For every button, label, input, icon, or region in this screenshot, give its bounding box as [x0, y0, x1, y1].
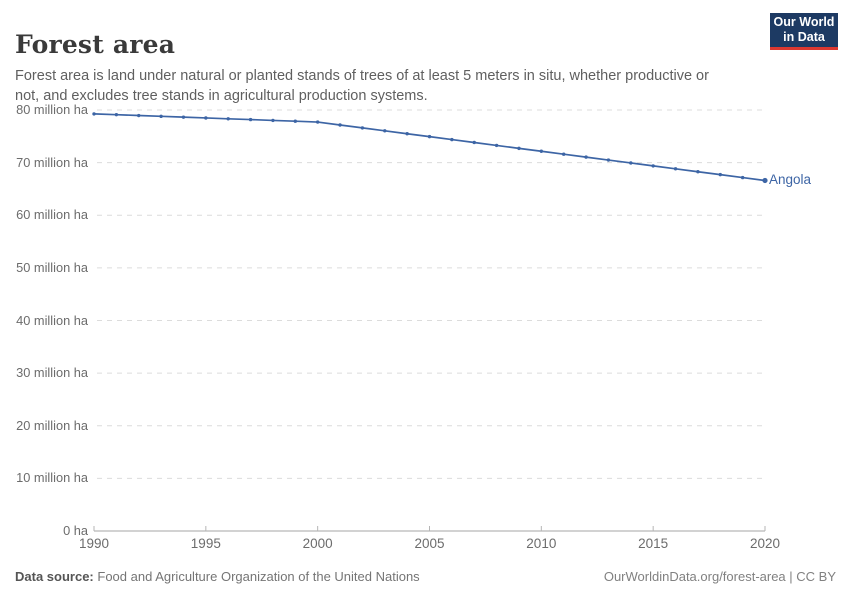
logo-line-2: in Data	[783, 30, 825, 44]
data-source-text: Food and Agriculture Organization of the…	[97, 569, 420, 584]
data-point	[92, 112, 96, 116]
data-source-label: Data source:	[15, 569, 94, 584]
data-point	[293, 119, 297, 123]
y-tick-label: 10 million ha	[16, 470, 88, 486]
y-tick-label: 50 million ha	[16, 259, 88, 275]
y-tick-label: 80 million ha	[16, 102, 88, 117]
data-source-note: Data source: Food and Agriculture Organi…	[15, 569, 420, 584]
owid-logo[interactable]: Our World in Data	[770, 13, 838, 50]
data-point	[159, 114, 163, 119]
trend-line	[93, 113, 766, 182]
x-tick-label: 1990	[78, 536, 110, 551]
y-tick-label: 40 million ha	[16, 312, 88, 328]
x-tick-label: 2010	[526, 536, 557, 551]
data-point	[651, 164, 655, 168]
data-point	[114, 112, 119, 117]
data-point	[338, 123, 342, 127]
data-point	[248, 117, 253, 122]
data-point	[360, 126, 365, 130]
data-point	[472, 140, 476, 145]
y-tick-label: 20 million ha	[16, 417, 88, 433]
page-title: Forest area	[15, 29, 176, 59]
data-point	[539, 149, 544, 153]
data-point	[494, 143, 499, 148]
data-point	[696, 170, 700, 174]
y-tick-label: 30 million ha	[16, 365, 88, 381]
data-point	[517, 146, 521, 151]
data-point	[226, 117, 230, 121]
data-point	[181, 115, 186, 119]
data-point	[271, 118, 275, 123]
y-tick-label: 70 million ha	[16, 154, 88, 170]
data-point	[137, 113, 141, 118]
x-tick-label: 1995	[190, 536, 221, 551]
x-tick-label: 2005	[414, 536, 445, 551]
x-tick-label: 2015	[638, 536, 669, 551]
data-point	[405, 132, 409, 136]
series-end-label[interactable]: Angola	[769, 172, 812, 188]
data-point	[718, 172, 722, 177]
x-tick-label: 2020	[749, 536, 781, 551]
y-tick-label: 0 ha	[63, 523, 88, 538]
chart-subtitle: Forest area is land under natural or pla…	[15, 67, 709, 105]
y-tick-label: 60 million ha	[16, 207, 88, 223]
logo-line-1: Our World	[773, 15, 835, 30]
data-point	[740, 175, 745, 180]
data-point	[204, 116, 208, 120]
data-point	[606, 158, 611, 162]
data-point	[383, 129, 387, 133]
data-point	[584, 155, 588, 159]
data-point	[562, 152, 566, 156]
end-data-point	[762, 177, 768, 184]
data-point	[450, 137, 454, 142]
data-point	[673, 167, 678, 171]
data-point	[629, 161, 633, 165]
license-link[interactable]: OurWorldinData.org/forest-area | CC BY	[603, 569, 836, 584]
x-tick-label: 2000	[302, 536, 333, 551]
data-point	[315, 120, 320, 124]
data-point	[427, 134, 432, 139]
